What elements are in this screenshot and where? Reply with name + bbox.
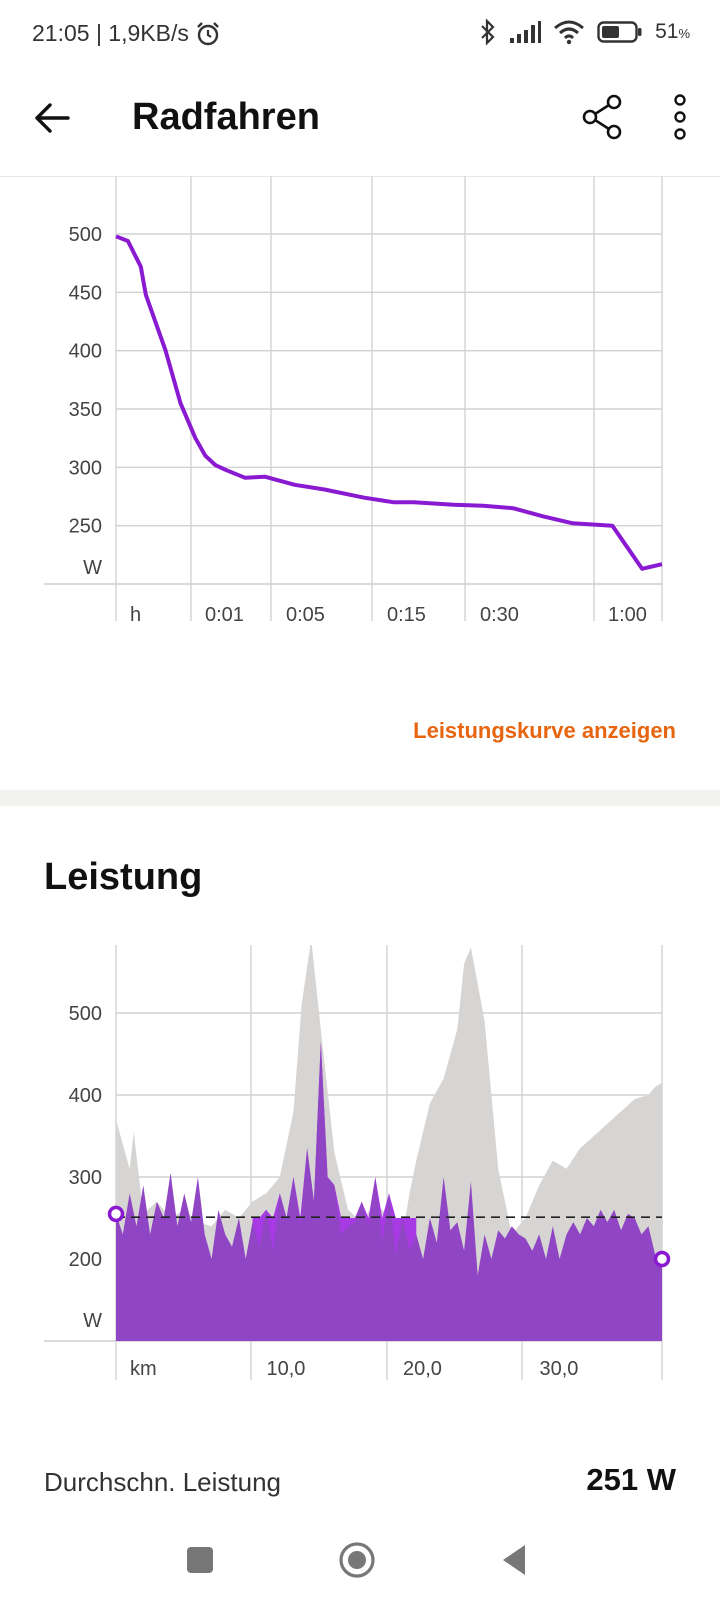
- home-circle-icon: [339, 1542, 375, 1578]
- x-axis-unit: km: [130, 1358, 157, 1380]
- x-axis-unit: h: [130, 604, 141, 626]
- status-time-speed: 21:05 | 1,9KB/s: [32, 20, 189, 46]
- battery-value: 51: [655, 20, 679, 43]
- recents-button[interactable]: [174, 1534, 226, 1586]
- back-triangle-icon: [503, 1545, 525, 1575]
- y-tick-label: 400: [69, 1085, 102, 1107]
- x-axis-ticks: 0:01 0:05 0:15 0:30 1:00: [205, 604, 647, 626]
- page-title: Radfahren: [132, 96, 320, 138]
- back-arrow-icon: [35, 103, 70, 133]
- average-power-label: Durchschn. Leistung: [44, 1467, 282, 1497]
- status-right: 51%: [479, 18, 690, 46]
- signal-icon: [510, 21, 542, 43]
- status-left: 21:05 | 1,9KB/s: [32, 20, 221, 47]
- y-tick-label: 500: [69, 1003, 102, 1025]
- y-tick-label: 200: [69, 1249, 102, 1271]
- battery-unit: %: [678, 26, 690, 41]
- x-tick-label: 0:05: [286, 604, 325, 626]
- y-axis-unit: W: [83, 557, 102, 579]
- home-button[interactable]: [331, 1534, 383, 1586]
- app-bar: Radfahren: [0, 66, 720, 177]
- average-power-value: 251 W: [586, 1462, 676, 1497]
- y-tick-label: 400: [69, 341, 102, 363]
- power-distance-chart: 200 300 400 500 10,0 20,0 30,0 W km: [44, 945, 671, 1380]
- range-handle-right[interactable]: [653, 1250, 671, 1268]
- x-axis-ticks: 10,0 20,0 30,0: [267, 1358, 579, 1380]
- back-button[interactable]: [30, 94, 78, 142]
- power-area: [116, 1041, 662, 1341]
- x-tick-label: 0:15: [387, 604, 426, 626]
- x-tick-label: 0:01: [205, 604, 244, 626]
- show-power-curve-link[interactable]: Leistungskurve anzeigen: [413, 718, 676, 743]
- share-icon: [582, 94, 622, 140]
- battery-text: 51%: [655, 20, 690, 44]
- back-nav-button[interactable]: [488, 1534, 540, 1586]
- y-tick-label: 450: [69, 282, 102, 304]
- battery-icon: [597, 21, 642, 43]
- x-tick-label: 10,0: [267, 1358, 306, 1380]
- share-button[interactable]: [578, 92, 628, 142]
- y-axis-ticks: 200 300 400 500: [69, 1003, 102, 1271]
- wifi-icon: [554, 20, 585, 45]
- chart-grid: [44, 176, 663, 621]
- section-title-power: Leistung: [44, 856, 203, 898]
- recents-square-icon: [187, 1547, 213, 1573]
- y-axis-unit: W: [83, 1310, 102, 1332]
- y-axis-ticks: 250 300 350 400 450 500: [69, 224, 102, 538]
- bluetooth-icon: [481, 18, 495, 46]
- y-tick-label: 250: [69, 516, 102, 538]
- status-bar: 21:05 | 1,9KB/s 51%: [0, 0, 720, 66]
- more-options-button[interactable]: [660, 92, 700, 142]
- y-tick-label: 300: [69, 1167, 102, 1189]
- range-handle-left[interactable]: [107, 1205, 125, 1223]
- more-vert-icon: [674, 94, 686, 140]
- y-tick-label: 350: [69, 399, 102, 421]
- x-tick-label: 20,0: [403, 1358, 442, 1380]
- system-nav-bar: [0, 1520, 720, 1600]
- x-tick-label: 0:30: [480, 604, 519, 626]
- x-tick-label: 30,0: [540, 1358, 579, 1380]
- x-tick-label: 1:00: [608, 604, 647, 626]
- section-divider: [0, 790, 720, 806]
- y-tick-label: 300: [69, 457, 102, 479]
- power-curve-line: [115, 234, 663, 571]
- y-tick-label: 500: [69, 224, 102, 246]
- alarm-icon: [197, 21, 219, 45]
